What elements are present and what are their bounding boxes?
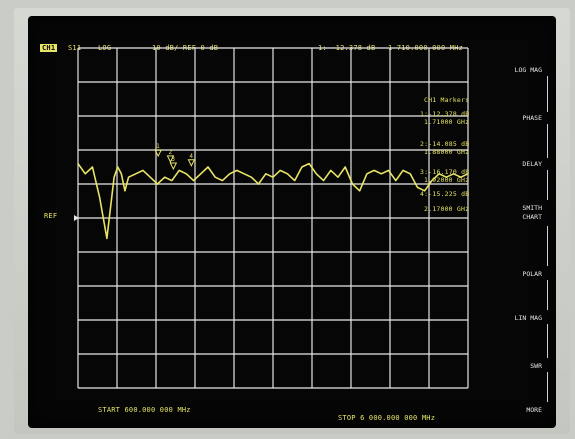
marker-entry-1-frequency: 1.71000 GHz bbox=[424, 118, 470, 126]
softkey-lin-mag[interactable]: LIN MAG bbox=[514, 314, 542, 322]
softkey-divider bbox=[547, 280, 548, 310]
trace-layer bbox=[77, 162, 469, 240]
marker-entry-3-value: 3:-16.170 dB bbox=[420, 168, 470, 176]
softkey-more[interactable]: MORE bbox=[526, 406, 542, 414]
reference-arrow bbox=[74, 215, 79, 221]
marker-entry-4-value: 4:-15.225 dB bbox=[420, 190, 470, 198]
marker-symbol bbox=[187, 159, 196, 167]
softkey-divider bbox=[547, 372, 548, 402]
channel-badge[interactable]: CH1 bbox=[40, 44, 58, 52]
softkey-swr[interactable]: SWR bbox=[530, 362, 542, 370]
parameter-label: S11 bbox=[68, 44, 82, 52]
trace-plot: 1 23 4 bbox=[74, 47, 469, 389]
marker-1: 1 bbox=[154, 143, 162, 158]
softkey-divider bbox=[547, 324, 548, 358]
marker-entry-1-value: 1:-12.378 dB bbox=[420, 110, 470, 118]
stop-frequency: STOP 6 000.000 000 MHz bbox=[338, 414, 436, 422]
marker-symbol bbox=[154, 149, 162, 158]
softkey-divider bbox=[547, 124, 548, 158]
plot-grid bbox=[74, 47, 469, 389]
softkey-menu: LOG MAG PHASE DELAY SMITH CHART POLAR LI… bbox=[490, 56, 552, 428]
softkey-divider bbox=[547, 170, 548, 200]
marker-symbol bbox=[169, 162, 178, 171]
start-frequency: START 600.000 000 MHz bbox=[98, 406, 191, 414]
marker-label: 2 bbox=[168, 149, 172, 156]
trace-line bbox=[77, 162, 469, 240]
softkey-delay[interactable]: DELAY bbox=[522, 160, 542, 168]
marker-entry-2-frequency: 1.88000 GHz bbox=[424, 148, 470, 156]
marker-list-title: CH1 Markers bbox=[424, 96, 470, 104]
marker-4: 4 bbox=[187, 153, 196, 167]
marker-label: 1 bbox=[156, 143, 160, 150]
softkey-smith-chart[interactable]: SMITH CHART bbox=[522, 204, 542, 221]
marker-entry-3-frequency: 1.92000 GHz bbox=[424, 176, 470, 184]
analyzer-screen: CH1 S11 LOG 10 dB/ REF 0 dB 1: -12.378 d… bbox=[28, 16, 556, 428]
softkey-polar[interactable]: POLAR bbox=[522, 270, 542, 278]
softkey-divider bbox=[547, 226, 548, 266]
reference-label: REF bbox=[44, 212, 58, 220]
marker-layer: 1 23 4 bbox=[154, 143, 196, 171]
softkey-phase[interactable]: PHASE bbox=[522, 114, 542, 122]
marker-2: 2 bbox=[166, 149, 175, 164]
marker-label: 3 bbox=[171, 156, 175, 163]
marker-3: 3 bbox=[169, 156, 178, 171]
softkey-divider bbox=[547, 76, 548, 112]
marker-entry-4-frequency: 2.17000 GHz bbox=[424, 205, 470, 213]
marker-entry-2-value: 2:-14.085 dB bbox=[420, 140, 470, 148]
softkey-log-mag[interactable]: LOG MAG bbox=[514, 66, 542, 74]
marker-label: 4 bbox=[189, 153, 193, 160]
marker-symbol bbox=[166, 155, 175, 164]
